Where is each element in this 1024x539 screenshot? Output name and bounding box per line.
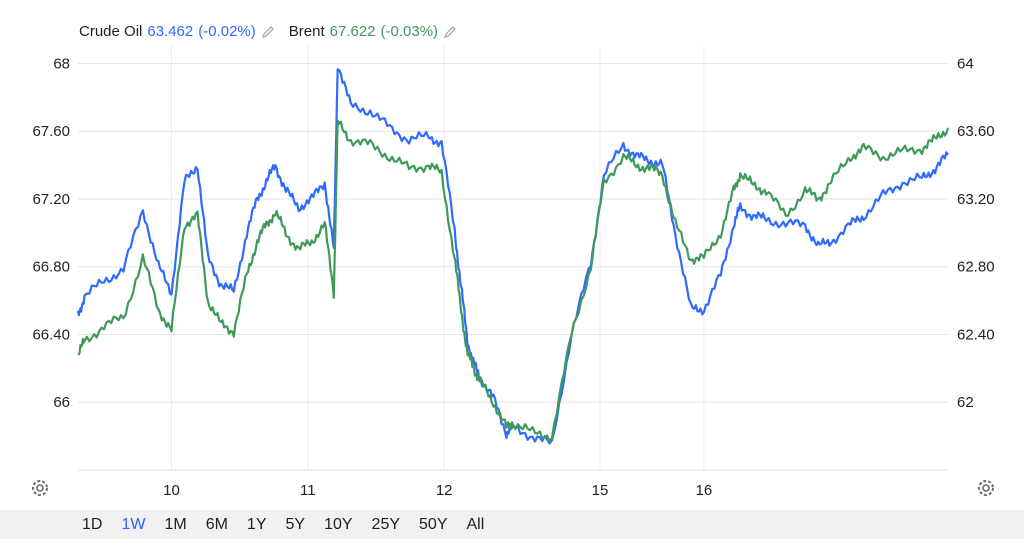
x-tick-label: 15 xyxy=(592,482,609,499)
right-tick-label: 63.20 xyxy=(957,191,995,208)
x-tick-label: 16 xyxy=(696,482,713,499)
axis-ticks: 66 62 66.40 62.40 66.80 62.80 67.20 63.20 67.60 6… xyxy=(32,55,994,499)
left-tick-label: 66 xyxy=(53,394,70,411)
x-tick-label: 11 xyxy=(300,482,316,499)
series-line-crude-oil[interactable] xyxy=(76,68,949,445)
left-tick-label: 66.40 xyxy=(32,326,70,343)
right-tick-label: 62 xyxy=(957,394,974,411)
left-tick-label: 68 xyxy=(53,55,70,72)
x-tick-label: 10 xyxy=(163,482,180,499)
x-tick-label: 12 xyxy=(436,482,453,499)
right-tick-label: 64 xyxy=(957,55,974,72)
tab-1w[interactable]: 1W xyxy=(121,515,146,533)
tab-6m[interactable]: 6M xyxy=(205,515,228,533)
tab-1y[interactable]: 1Y xyxy=(246,515,267,533)
left-tick-label: 66.80 xyxy=(32,259,70,276)
tab-1d[interactable]: 1D xyxy=(82,515,103,533)
legend-name-crude: Crude Oil xyxy=(79,23,143,40)
grid-lines xyxy=(78,45,948,471)
legend-change-brent: (-0.03%) xyxy=(380,23,439,40)
tab-10y[interactable]: 10Y xyxy=(324,515,353,533)
legend-name-brent: Brent xyxy=(288,23,325,40)
right-tick-label: 63.60 xyxy=(957,123,995,140)
series-line-brent[interactable] xyxy=(77,119,950,443)
left-tick-label: 67.60 xyxy=(32,123,70,140)
price-chart[interactable]: 66 62 66.40 62.40 66.80 62.80 67.20 63.20 67.60 6… xyxy=(0,0,1024,510)
tab-5y[interactable]: 5Y xyxy=(285,515,306,533)
pencil-icon[interactable] xyxy=(443,25,457,39)
right-tick-label: 62.80 xyxy=(957,259,995,276)
gear-icon[interactable] xyxy=(32,480,48,496)
series-layer xyxy=(76,68,950,445)
legend-change-crude: (-0.02%) xyxy=(198,23,256,40)
legend-value-crude: 63.462 xyxy=(147,23,194,40)
chart-legend: Crude Oil 63.462 (-0.02%) Brent 67.622 (… xyxy=(79,23,471,40)
tab-25y[interactable]: 25Y xyxy=(371,515,401,533)
left-tick-label: 67.20 xyxy=(32,191,70,208)
tab-1m[interactable]: 1M xyxy=(164,515,187,533)
gear-icon[interactable] xyxy=(978,480,994,496)
right-tick-label: 62.40 xyxy=(957,326,995,343)
range-tabs: 1D 1W 1M 6M 1Y 5Y 10Y 25Y 50Y All xyxy=(0,510,1024,539)
tab-all[interactable]: All xyxy=(466,515,485,533)
tab-50y[interactable]: 50Y xyxy=(419,515,448,533)
legend-value-brent: 67.622 xyxy=(329,23,376,40)
pencil-icon[interactable] xyxy=(261,25,275,39)
